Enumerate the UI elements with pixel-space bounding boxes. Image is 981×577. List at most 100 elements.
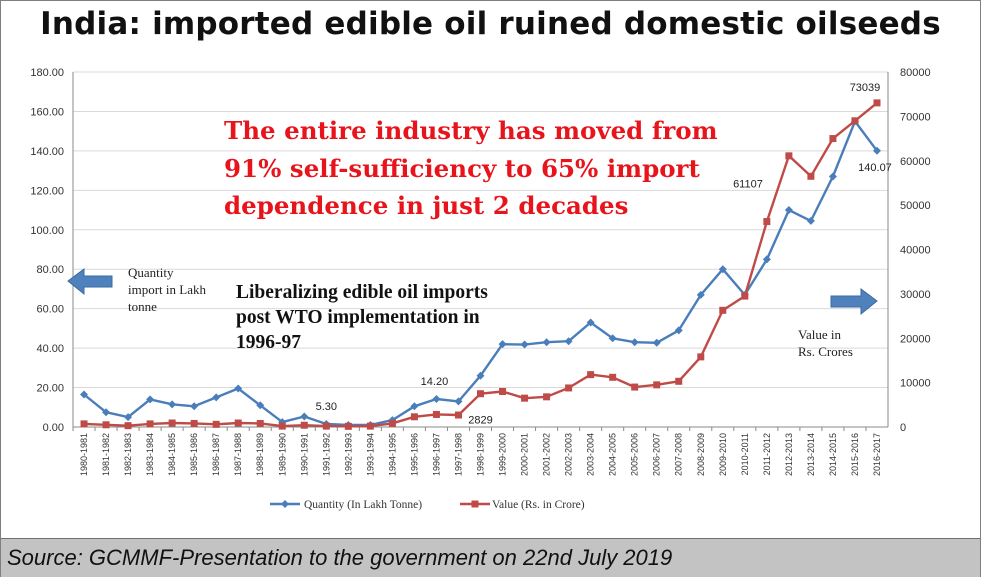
value-point bbox=[653, 381, 661, 389]
data-label: 140.07 bbox=[858, 162, 892, 174]
quantity-point bbox=[630, 338, 639, 347]
legend-marker-quantity bbox=[281, 500, 289, 508]
value-point bbox=[697, 353, 705, 361]
x-tick-label: 1985-1986 bbox=[189, 433, 199, 476]
value-point bbox=[631, 383, 639, 391]
x-tick-label: 2013-2014 bbox=[806, 433, 816, 476]
value-point bbox=[873, 99, 881, 107]
x-tick-label: 2006-2007 bbox=[652, 433, 662, 476]
x-tick-label: 1994-1995 bbox=[387, 433, 397, 476]
value-point bbox=[521, 394, 529, 402]
quantity-point bbox=[256, 401, 265, 410]
value-point bbox=[388, 419, 396, 427]
right-tick-label: 20000 bbox=[900, 333, 931, 345]
left-tick-label: 140.00 bbox=[30, 146, 64, 158]
quantity-point bbox=[784, 206, 793, 215]
right-tick-label: 60000 bbox=[900, 156, 931, 168]
right-tick-label: 10000 bbox=[900, 378, 931, 390]
left-tick-label: 60.00 bbox=[36, 304, 64, 316]
x-tick-label: 1989-1990 bbox=[277, 433, 287, 476]
value-point bbox=[807, 172, 815, 180]
quantity-point bbox=[80, 390, 89, 399]
value-point bbox=[741, 292, 749, 300]
x-tick-label: 2009-2010 bbox=[718, 433, 728, 476]
quantity-point bbox=[168, 400, 177, 409]
x-tick-label: 2002-2003 bbox=[564, 433, 574, 476]
quantity-point bbox=[652, 338, 661, 347]
value-point bbox=[543, 393, 551, 401]
left-tick-label: 160.00 bbox=[30, 106, 64, 118]
right-tick-label: 30000 bbox=[900, 289, 931, 301]
source-text: Source: GCMMF-Presentation to the govern… bbox=[7, 545, 673, 570]
dual-axis-line-chart: 0.00 20.00 40.00 60.00 80.00 100.00 120.00 140.… bbox=[30, 67, 931, 511]
x-tick-label: 1984-1985 bbox=[167, 433, 177, 476]
value-point bbox=[256, 419, 264, 427]
x-tick-label: 1993-1994 bbox=[365, 433, 375, 476]
left-tick-label: 120.00 bbox=[30, 185, 64, 197]
value-point bbox=[278, 422, 286, 430]
x-tick-label: 1980-1981 bbox=[79, 433, 89, 476]
value-point bbox=[785, 152, 793, 160]
value-point bbox=[587, 371, 595, 379]
data-label: 73039 bbox=[850, 82, 881, 94]
quantity-point bbox=[102, 408, 111, 417]
x-tick-label: 1987-1988 bbox=[233, 433, 243, 476]
value-point bbox=[432, 410, 440, 418]
value-point bbox=[763, 218, 771, 226]
quantity-point bbox=[454, 397, 463, 406]
x-tick-label: 2005-2006 bbox=[630, 433, 640, 476]
quantity-point bbox=[542, 338, 551, 347]
data-label: 5.30 bbox=[316, 401, 337, 413]
value-point bbox=[190, 419, 198, 427]
x-tick-label: 1988-1989 bbox=[255, 433, 265, 476]
x-tick-label: 2008-2009 bbox=[696, 433, 706, 476]
quantity-point bbox=[190, 402, 199, 411]
data-label: 2829 bbox=[468, 415, 492, 427]
arrow-left-icon bbox=[67, 268, 113, 296]
x-tick-label: 2016-2017 bbox=[872, 433, 882, 476]
value-point bbox=[477, 390, 484, 398]
right-tick-label: 50000 bbox=[900, 200, 931, 212]
left-tick-label: 40.00 bbox=[36, 343, 64, 355]
right-tick-label: 70000 bbox=[900, 111, 931, 123]
x-tick-label: 1998-1999 bbox=[476, 433, 486, 476]
quantity-point bbox=[498, 340, 507, 349]
value-point bbox=[212, 420, 220, 428]
quantity-point bbox=[564, 337, 573, 346]
page-title: India: imported edible oil ruined domest… bbox=[40, 6, 941, 42]
value-point bbox=[565, 384, 573, 392]
quantity-point bbox=[146, 395, 155, 404]
value-point bbox=[344, 422, 352, 430]
value-point bbox=[675, 377, 683, 385]
quantity-point bbox=[234, 384, 243, 393]
x-tick-label: 1996-1997 bbox=[431, 433, 441, 476]
quantity-point bbox=[586, 318, 595, 327]
value-point bbox=[234, 419, 242, 427]
x-tick-label: 2001-2002 bbox=[542, 433, 552, 476]
value-point bbox=[168, 419, 176, 427]
quantity-point bbox=[806, 216, 815, 225]
x-tick-label: 2000-2001 bbox=[520, 433, 530, 476]
x-tick-label: 2004-2005 bbox=[608, 433, 618, 476]
left-axis-note: Quantity import in Lakh tonne bbox=[128, 265, 206, 314]
x-tick-label: 1991-1992 bbox=[321, 433, 331, 476]
x-tick-label: 1992-1993 bbox=[343, 433, 353, 476]
quantity-point bbox=[300, 412, 309, 421]
x-tick-label: 1997-1998 bbox=[453, 433, 463, 476]
left-tick-label: 180.00 bbox=[30, 67, 64, 79]
x-tick-label: 1990-1991 bbox=[299, 433, 309, 476]
value-point bbox=[719, 306, 727, 314]
quantity-point bbox=[520, 340, 529, 349]
value-point bbox=[102, 421, 110, 429]
data-label: 61107 bbox=[733, 179, 763, 191]
value-point bbox=[410, 413, 418, 421]
x-tick-label: 1999-2000 bbox=[498, 433, 508, 476]
value-point bbox=[322, 422, 330, 430]
quantity-point bbox=[872, 146, 881, 155]
quantity-point bbox=[608, 334, 617, 343]
quantity-point bbox=[212, 393, 221, 402]
right-axis-note: Value in Rs. Crores bbox=[798, 327, 853, 359]
legend-label-value: Value (Rs. in Crore) bbox=[492, 499, 585, 511]
legend-marker-value bbox=[471, 500, 479, 508]
x-tick-label: 2012-2013 bbox=[784, 433, 794, 476]
